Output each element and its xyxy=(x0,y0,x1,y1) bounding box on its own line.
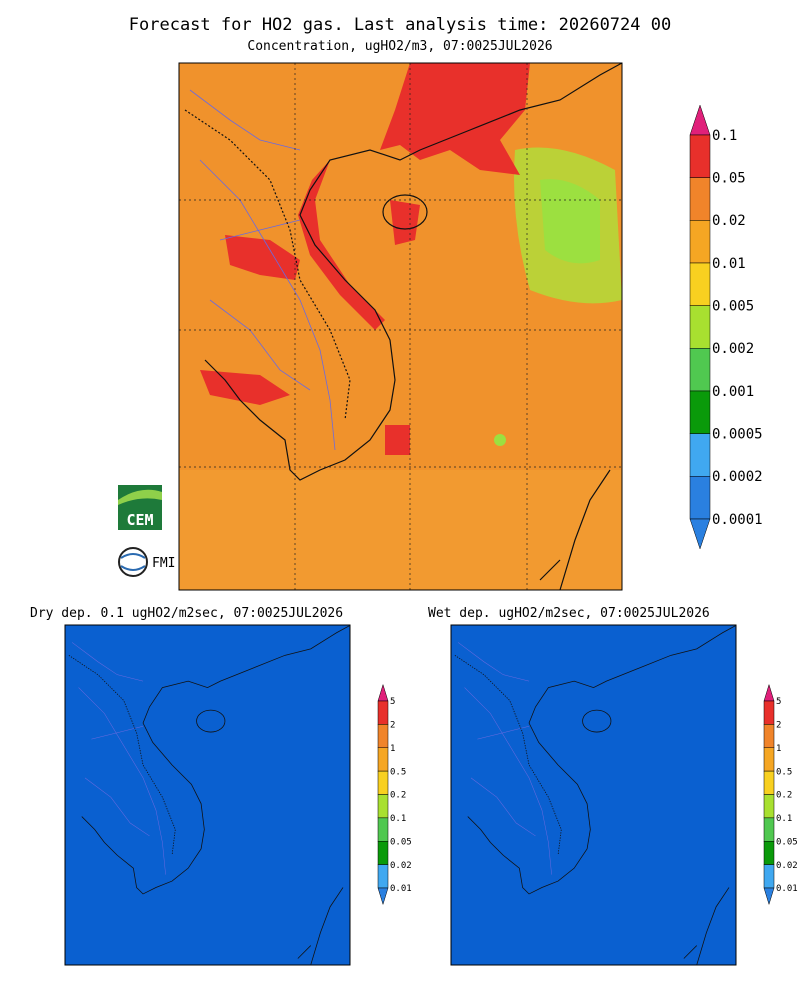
colorbar-segment xyxy=(689,134,711,178)
colorbar-segment xyxy=(689,177,711,221)
colorbar-label: 0.1 xyxy=(390,814,406,824)
colorbar-label: 0.02 xyxy=(390,861,412,871)
colorbar-segment xyxy=(763,864,775,889)
colorbar-segment xyxy=(689,433,711,477)
colorbar-label: 2 xyxy=(776,721,781,731)
colorbar-label: 0.1 xyxy=(712,128,737,144)
map-area xyxy=(64,624,351,966)
colorbar-label: 0.005 xyxy=(712,299,754,315)
colorbar-label: 0.0001 xyxy=(712,512,763,528)
colorbar-label: 0.05 xyxy=(776,837,798,847)
colorbar-segment xyxy=(377,864,389,889)
colorbar-segment xyxy=(689,262,711,306)
colorbar-segment xyxy=(377,817,389,842)
title: Forecast for HO2 gas. Last analysis time… xyxy=(129,15,671,35)
colorbar-segment xyxy=(689,476,711,520)
colorbar-label: 0.1 xyxy=(776,814,792,824)
colorbar-segment xyxy=(763,794,775,819)
colorbar-segment xyxy=(763,817,775,842)
colorbar-label: 1 xyxy=(390,744,395,754)
colorbar-label: 5 xyxy=(390,697,395,707)
colorbar-segment xyxy=(689,305,711,349)
map-frame xyxy=(178,62,623,591)
map-area xyxy=(450,624,737,966)
colorbar-bottom xyxy=(763,887,775,906)
deposition-map xyxy=(450,624,737,966)
cem-logo: CEM xyxy=(118,485,162,530)
colorbar-segment xyxy=(377,724,389,748)
colorbar-label: 0.02 xyxy=(776,861,798,871)
colorbar-label: 0.5 xyxy=(776,767,792,777)
panel-title: Wet dep. ugHO2/m2sec, 07:0025JUL2026 xyxy=(428,606,710,621)
colorbar-segment xyxy=(763,700,775,725)
colorbar-segment xyxy=(763,724,775,748)
colorbar-label: 0.2 xyxy=(390,791,406,801)
colorbar-label: 0.2 xyxy=(776,791,792,801)
fmi-logo: FMI xyxy=(118,547,175,577)
deposition-map xyxy=(64,624,351,966)
colorbar-label: 0.5 xyxy=(390,767,406,777)
colorbar-label: 2 xyxy=(390,721,395,731)
colorbar-bottom xyxy=(689,518,711,550)
panel-title: Dry dep. 0.1 ugHO2/m2sec, 07:0025JUL2026 xyxy=(30,606,343,621)
colorbar-segment xyxy=(377,770,389,795)
colorbar-label: 0.001 xyxy=(712,384,754,400)
colorbar-label: 0.01 xyxy=(712,256,746,272)
colorbar-label: 0.002 xyxy=(712,341,754,357)
colorbar-segment xyxy=(763,841,775,865)
colorbar-label: 0.0002 xyxy=(712,469,763,485)
colorbar-label: 0.02 xyxy=(712,213,746,229)
colorbar-top xyxy=(377,683,389,702)
colorbar-segment xyxy=(763,770,775,795)
colorbar-segment xyxy=(689,220,711,264)
colorbar-segment xyxy=(377,700,389,725)
subtitle: Concentration, ugHO2/m3, 07:0025JUL2026 xyxy=(247,39,552,54)
colorbar-top xyxy=(763,683,775,702)
colorbar-label: 0.0005 xyxy=(712,427,763,443)
colorbar-segment xyxy=(763,747,775,772)
main-map xyxy=(179,63,622,590)
colorbar-segment xyxy=(377,747,389,772)
cem-text: CEM xyxy=(126,511,153,529)
colorbar-segment xyxy=(377,794,389,819)
colorbar-label: 1 xyxy=(776,744,781,754)
colorbar-label: 0.01 xyxy=(776,884,798,894)
colorbar-top xyxy=(689,104,711,136)
colorbar-bottom xyxy=(377,887,389,906)
colorbar-label: 5 xyxy=(776,697,781,707)
colorbar-label: 0.05 xyxy=(390,837,412,847)
colorbar-label: 0.05 xyxy=(712,171,746,187)
fmi-text: FMI xyxy=(152,556,175,571)
colorbar-segment xyxy=(377,841,389,865)
colorbar-segment xyxy=(689,348,711,392)
colorbar-label: 0.01 xyxy=(390,884,412,894)
colorbar-segment xyxy=(689,390,711,434)
